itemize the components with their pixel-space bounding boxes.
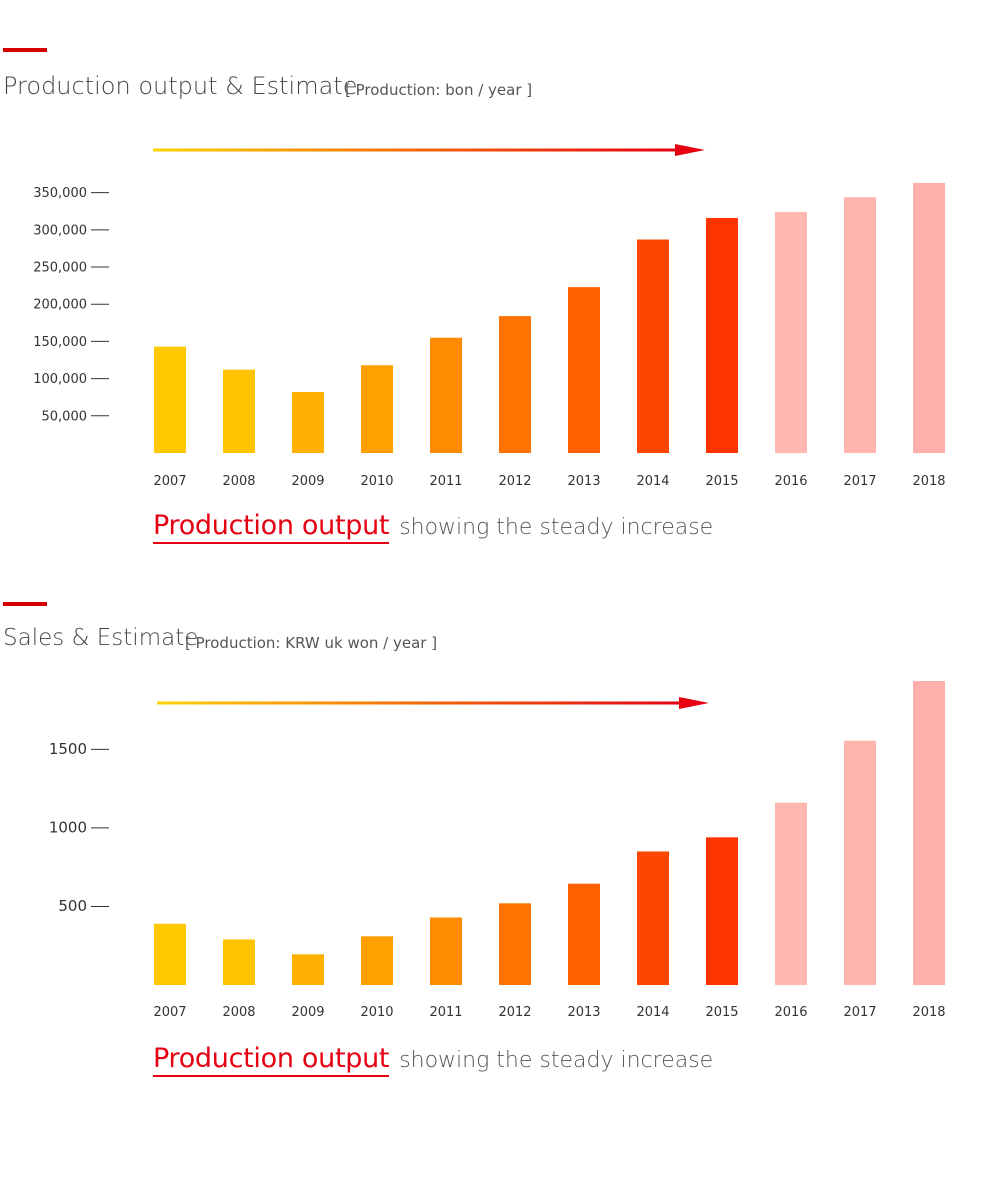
trend-arrow-head	[679, 697, 709, 709]
x-tick-label: 2015	[705, 474, 738, 489]
x-tick-label: 2013	[567, 1005, 600, 1020]
x-tick-label: 2016	[774, 474, 807, 489]
x-tick-label: 2013	[567, 474, 600, 489]
production-output-chart: 50,000 100,000 150,000 200,000 250,000 300,00…	[33, 144, 946, 489]
sales-chart: 500 1000 1500 2007 2008 2009 2010 2011 2012 2013 2…	[49, 681, 946, 1020]
bar-2013	[568, 287, 600, 453]
section-1-caption: Production output showing the steady incr…	[153, 510, 714, 544]
y-tick-label: 200,000	[33, 298, 87, 313]
section-1-caption-text: showing the steady increase	[399, 515, 714, 540]
x-tick-label: 2015	[705, 1005, 738, 1020]
x-tick-label: 2014	[636, 474, 669, 489]
bar-2018	[913, 681, 945, 985]
bar-2011	[430, 337, 462, 453]
bar-2011	[430, 917, 462, 985]
x-tick-label: 2007	[153, 1005, 186, 1020]
x-tick-label: 2017	[843, 1005, 876, 1020]
y-tick-label: 50,000	[42, 409, 88, 424]
bar-2012	[499, 316, 531, 453]
section-1-caption-highlight: Production output	[153, 510, 389, 544]
trend-arrow-head	[675, 144, 705, 156]
x-tick-label: 2009	[291, 1005, 324, 1020]
x-tick-label: 2008	[222, 1005, 255, 1020]
section-2-unit-label: [ Production: KRW uk won / year ]	[185, 634, 438, 652]
section-2-title: Sales & Estimate	[3, 625, 199, 651]
y-tick-label: 150,000	[33, 335, 87, 350]
bar-2016	[775, 802, 807, 985]
x-tick-label: 2018	[912, 474, 945, 489]
x-tick-label: 2008	[222, 474, 255, 489]
x-tick-label: 2017	[843, 474, 876, 489]
section-2-caption-text: showing the steady increase	[399, 1048, 714, 1073]
x-tick-label: 2014	[636, 1005, 669, 1020]
bar-2009	[292, 954, 324, 985]
bar-2007	[154, 346, 186, 453]
bar-2008	[223, 369, 255, 453]
x-tick-label: 2010	[360, 1005, 393, 1020]
bar-2014	[637, 851, 669, 985]
x-tick-label: 2007	[153, 474, 186, 489]
bar-2017	[844, 197, 876, 453]
bar-2010	[361, 365, 393, 453]
y-tick-label: 250,000	[33, 261, 87, 276]
bar-2015	[706, 217, 738, 453]
trend-arrow-line	[157, 701, 681, 705]
section-1-title: Production output & Estimate	[3, 72, 358, 100]
bar-2008	[223, 939, 255, 985]
bar-2009	[292, 392, 324, 453]
x-tick-label: 2012	[498, 1005, 531, 1020]
bar-2010	[361, 936, 393, 985]
trend-arrow-line	[153, 148, 677, 152]
bar-2012	[499, 903, 531, 985]
bar-2016	[775, 212, 807, 453]
y-tick-label: 100,000	[33, 372, 87, 387]
x-tick-label: 2011	[429, 1005, 462, 1020]
x-tick-label: 2011	[429, 474, 462, 489]
y-tick-label: 300,000	[33, 223, 87, 238]
x-tick-label: 2018	[912, 1005, 945, 1020]
bar-2015	[706, 837, 738, 985]
x-tick-label: 2009	[291, 474, 324, 489]
x-tick-label: 2012	[498, 474, 531, 489]
y-tick-label: 500	[58, 897, 87, 915]
bar-2018	[913, 183, 945, 453]
bar-2014	[637, 239, 669, 453]
x-tick-label: 2016	[774, 1005, 807, 1020]
y-tick-label: 1000	[49, 818, 87, 836]
x-tick-label: 2010	[360, 474, 393, 489]
y-tick-label: 1500	[49, 740, 87, 758]
section-2-accent-bar	[3, 602, 47, 606]
bar-2007	[154, 923, 186, 985]
bar-2017	[844, 740, 876, 985]
bar-2013	[568, 883, 600, 985]
y-tick-label: 350,000	[33, 186, 87, 201]
section-1-accent-bar	[3, 48, 47, 52]
section-2-caption-highlight: Production output	[153, 1043, 389, 1077]
section-1-unit-label: [ Production: bon / year ]	[345, 81, 533, 99]
section-2-caption: Production output showing the steady incr…	[153, 1043, 714, 1077]
